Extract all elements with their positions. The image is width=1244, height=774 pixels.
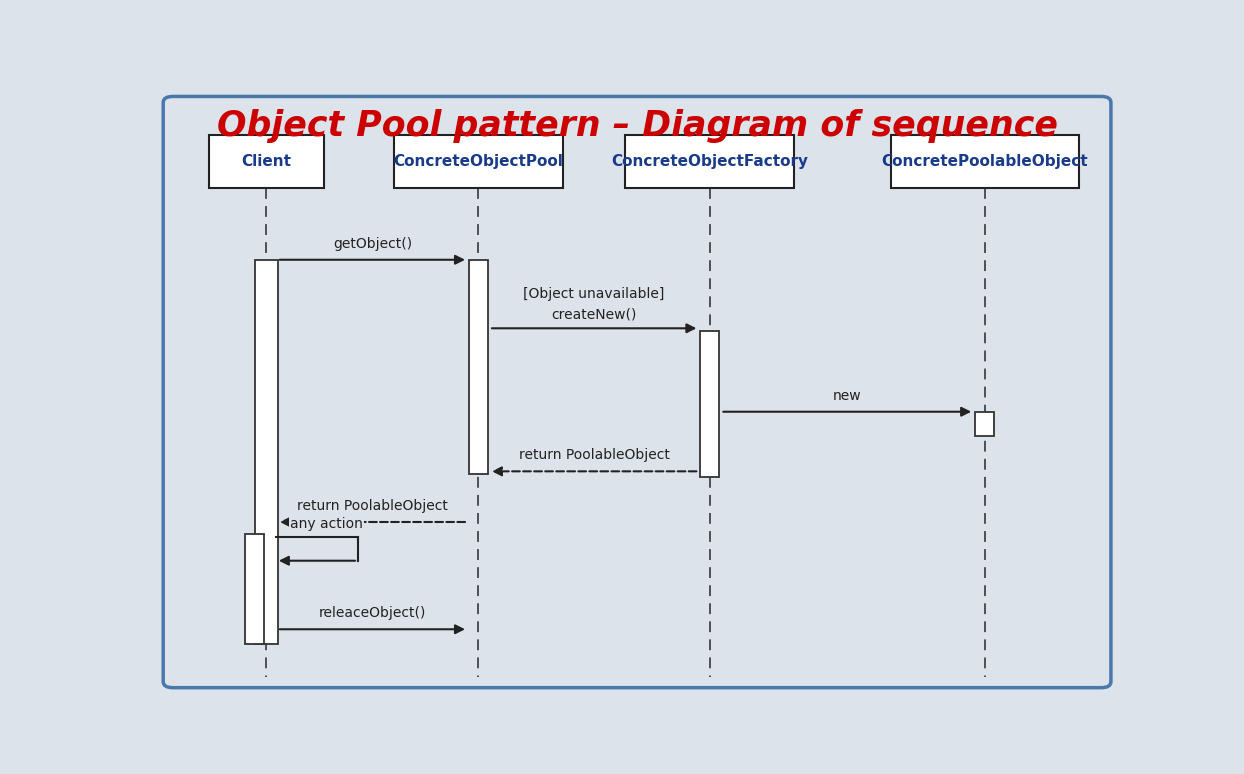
Text: ConcreteObjectPool: ConcreteObjectPool — [393, 154, 564, 169]
Bar — [209, 135, 325, 188]
Text: return PoolableObject: return PoolableObject — [519, 448, 669, 462]
Bar — [626, 135, 794, 188]
Text: ConcretePoolableObject: ConcretePoolableObject — [881, 154, 1088, 169]
Text: createNew(): createNew() — [551, 307, 637, 321]
Bar — [255, 260, 277, 644]
FancyBboxPatch shape — [163, 97, 1111, 687]
Text: Object Pool pattern – Diagram of sequence: Object Pool pattern – Diagram of sequenc… — [216, 108, 1059, 142]
Text: any action: any action — [291, 517, 363, 531]
Bar — [891, 135, 1079, 188]
Text: Client: Client — [241, 154, 291, 169]
Bar — [469, 260, 488, 474]
Text: [Object unavailable]: [Object unavailable] — [524, 287, 664, 301]
Text: ConcreteObjectFactory: ConcreteObjectFactory — [611, 154, 809, 169]
Text: return PoolableObject: return PoolableObject — [297, 499, 448, 513]
Text: new: new — [833, 389, 862, 402]
Bar — [700, 331, 719, 478]
Text: getObject(): getObject() — [333, 237, 412, 251]
Bar — [394, 135, 562, 188]
Bar — [975, 412, 994, 436]
Bar — [245, 534, 265, 644]
Text: releaceObject(): releaceObject() — [318, 606, 427, 620]
